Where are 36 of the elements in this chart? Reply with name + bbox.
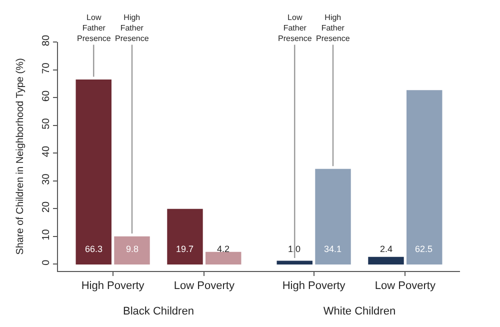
bar	[276, 260, 312, 265]
y-tick-label: 10	[41, 228, 52, 240]
bar	[368, 256, 404, 265]
text: High Father Presence	[115, 13, 150, 43]
y-tick-label: 20	[41, 201, 52, 213]
bar	[206, 252, 242, 265]
bar	[406, 90, 442, 265]
y-tick-label: 70	[41, 62, 52, 74]
y-tick-label: 60	[41, 90, 52, 102]
data-label: 62.5	[415, 244, 433, 254]
data-label: 2.4	[380, 244, 393, 254]
text: Low Father Presence	[278, 13, 312, 43]
x-axis-title: Black Children	[123, 305, 194, 318]
data-label: 19.7	[176, 244, 194, 254]
y-tick-label: 50	[41, 118, 52, 130]
x-tick-label: Low Poverty	[174, 280, 235, 292]
text: High Father Presence	[316, 13, 350, 43]
y-tick-label: 0	[41, 259, 52, 266]
bar	[315, 168, 351, 265]
x-tick-label: High Poverty	[81, 280, 145, 292]
x-axis-title: White Children	[323, 305, 396, 318]
text: Low Father Presence	[77, 13, 112, 43]
data-label: 4.2	[217, 244, 230, 254]
bar	[114, 236, 150, 265]
y-tick-label: 40	[41, 146, 52, 158]
bar	[167, 208, 203, 265]
y-tick-label: 80	[41, 34, 52, 46]
x-tick-label: Low Poverty	[374, 280, 436, 292]
y-tick-label: 30	[41, 173, 52, 185]
x-tick-label: High Poverty	[282, 280, 346, 292]
data-label: 34.1	[324, 244, 342, 254]
data-label: 66.3	[85, 244, 103, 254]
y-axis-title: Share of Children in Neighborhood Type (%)	[15, 58, 26, 255]
bar	[76, 80, 112, 265]
data-label: 1.0	[288, 244, 301, 254]
data-label: 9.8	[126, 244, 139, 254]
